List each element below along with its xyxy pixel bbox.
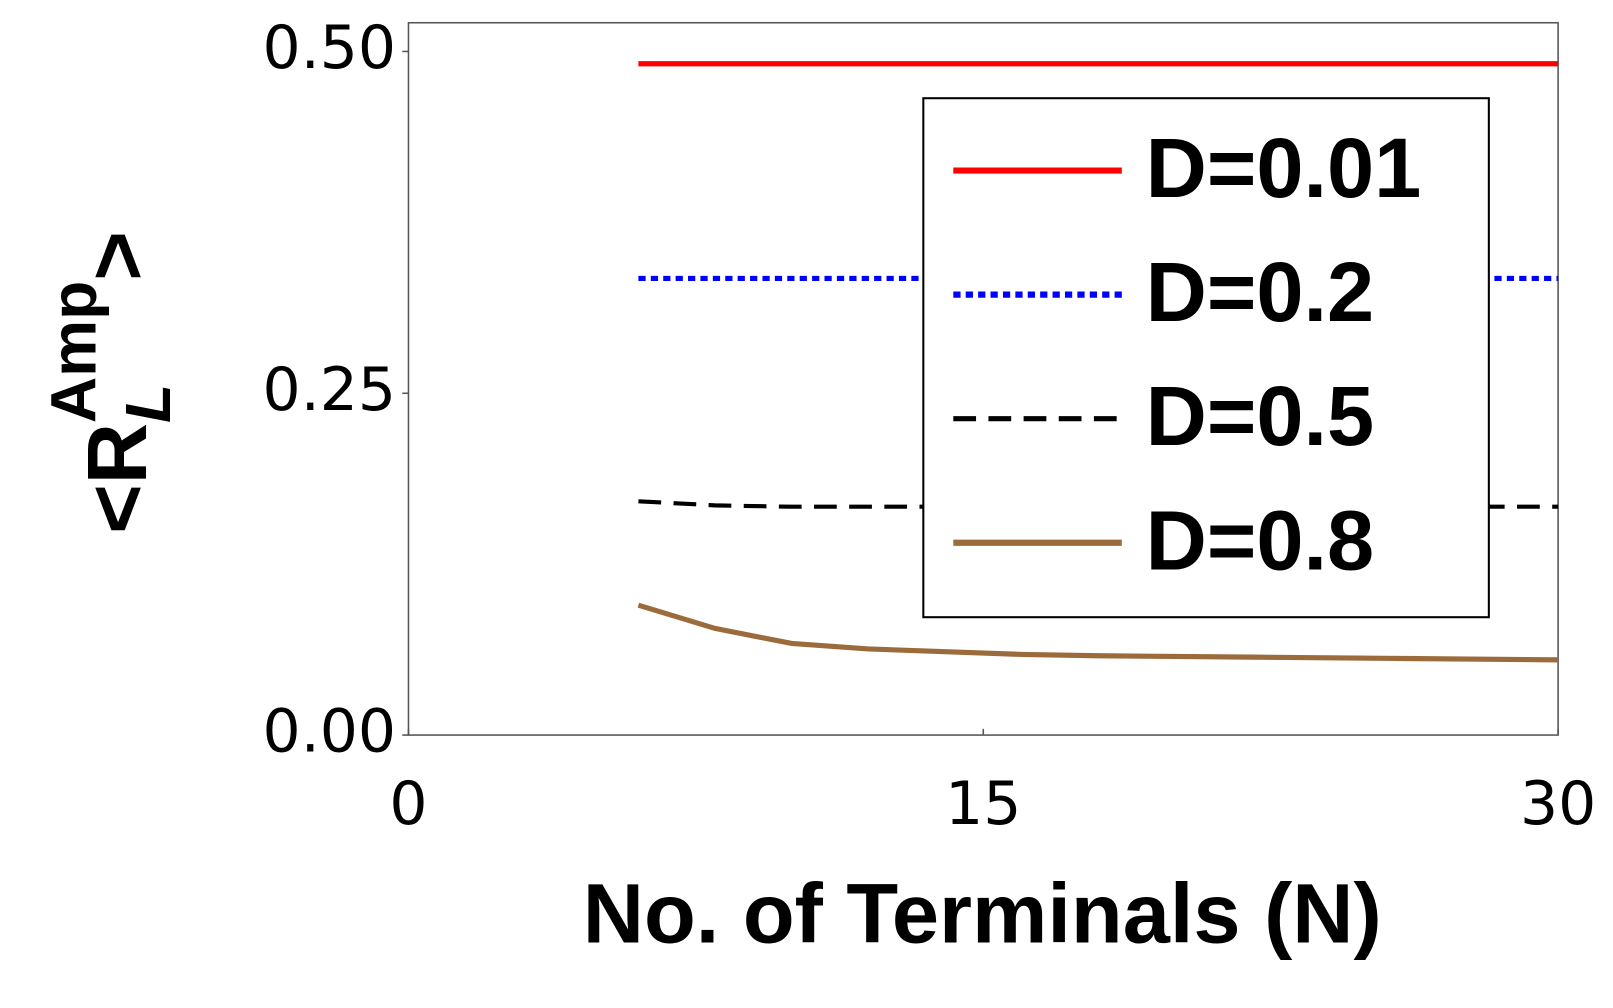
legend-label: D=0.8 [1146,492,1375,587]
y-tick-label: 0.00 [263,697,397,767]
y-label-base: R [70,423,165,484]
series-line [637,602,1559,663]
legend-box [922,97,1490,619]
x-tick-label: 30 [1520,769,1596,839]
y-label-open: < [70,484,165,534]
y-label-sup: Amp [38,281,110,423]
y-tick-label: 0.50 [263,13,397,83]
y-tick-label: 0.25 [263,355,397,425]
x-axis-label: No. of Terminals (N) [583,866,1382,961]
legend-label: D=0.2 [1146,244,1375,339]
y-label-sub: L [112,384,184,423]
y-axis-label: <RLAmp> [38,231,184,534]
x-tick-label: 15 [945,769,1021,839]
legend-label: D=0.01 [1146,120,1422,215]
legend-label: D=0.5 [1146,368,1375,463]
x-tick-label: 0 [389,769,427,839]
y-label-close: > [70,231,165,281]
